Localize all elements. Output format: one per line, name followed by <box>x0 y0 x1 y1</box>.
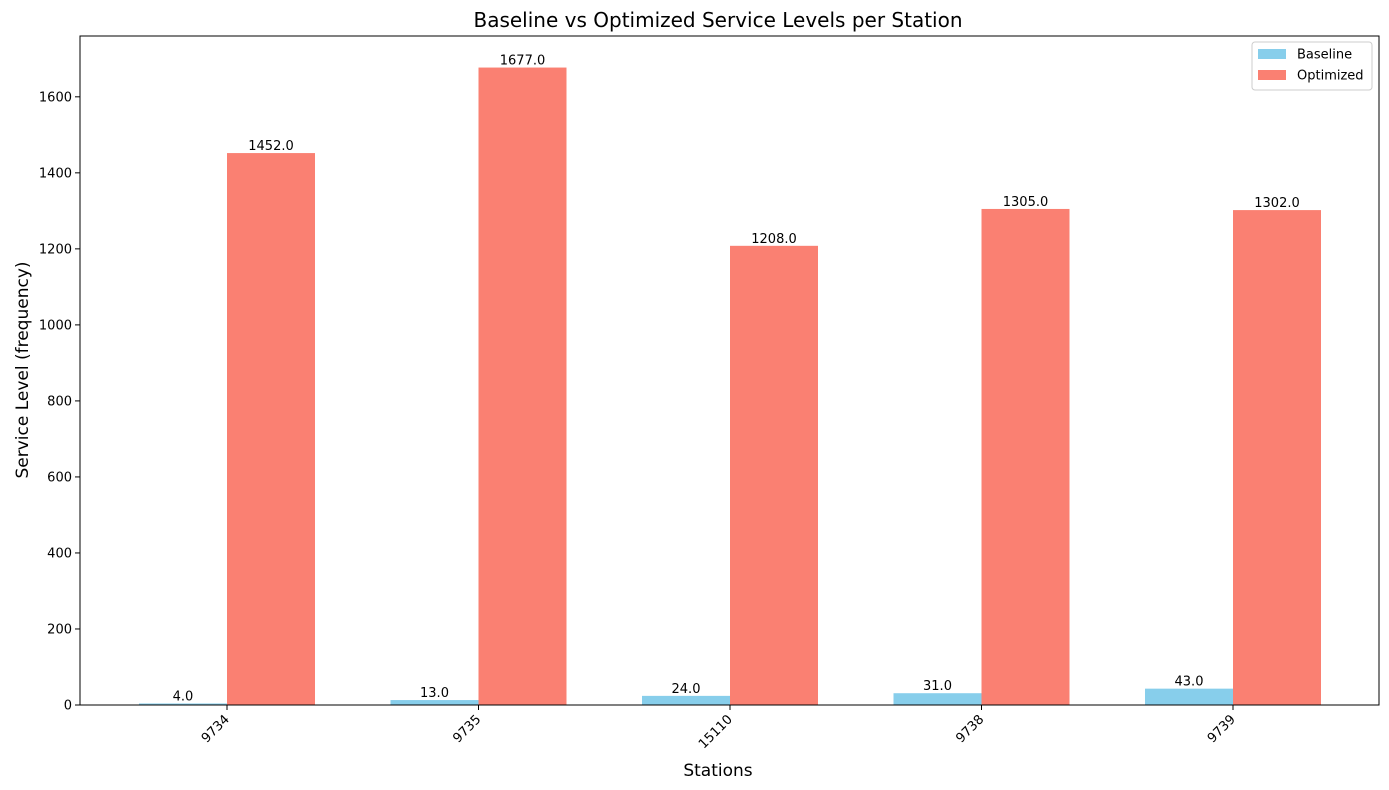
plot-frame <box>79 35 1380 706</box>
bar-optimized-9735 <box>478 67 567 705</box>
x-tick-label: 9734 <box>199 712 233 746</box>
bar-optimized-15110 <box>730 245 818 705</box>
data-label: 1302.0 <box>1254 196 1300 211</box>
data-label: 1452.0 <box>248 139 294 154</box>
y-tick-label: 1200 <box>39 242 72 257</box>
data-label: 43.0 <box>1175 675 1204 690</box>
data-label: 1208.0 <box>751 232 797 247</box>
data-label: 1305.0 <box>1003 195 1049 210</box>
y-axis: 0 200 400 600 800 1000 1200 1400 1600 <box>39 90 80 714</box>
x-tick-label: 9738 <box>953 712 987 746</box>
y-tick-label: 200 <box>47 622 72 637</box>
bar-baseline-9735 <box>390 700 479 705</box>
data-label: 1677.0 <box>500 54 546 69</box>
bar-baseline-9739 <box>1145 688 1233 705</box>
y-axis-label: Service Level (frequency) <box>13 261 33 478</box>
bars <box>139 67 1321 705</box>
data-label: 31.0 <box>923 679 952 694</box>
x-tick-label: 9735 <box>450 712 484 746</box>
chart-title: Baseline vs Optimized Service Levels per… <box>473 8 962 32</box>
legend-swatch <box>1258 70 1286 80</box>
data-label: 4.0 <box>173 689 194 704</box>
bar-optimized-9739 <box>1233 210 1321 705</box>
y-tick-label: 1400 <box>39 166 72 181</box>
y-tick-label: 1600 <box>39 90 72 105</box>
legend: Baseline Optimized <box>1251 41 1373 91</box>
y-tick-label: 400 <box>47 546 72 561</box>
x-tick-label: 15110 <box>696 712 736 752</box>
legend-label: Baseline <box>1297 48 1352 63</box>
y-tick-label: 0 <box>64 699 72 714</box>
x-axis-label: Stations <box>683 761 752 781</box>
bar-baseline-9734 <box>139 703 227 705</box>
x-tick-label: 9739 <box>1205 712 1239 746</box>
bar-labels: 4.0 1452.0 13.0 1677.0 24.0 1208.0 31.0 1305.0 4… <box>173 54 1300 705</box>
y-tick-label: 800 <box>47 394 72 409</box>
bar-baseline-9738 <box>893 693 982 705</box>
data-label: 24.0 <box>672 682 701 697</box>
bar-optimized-9734 <box>227 153 315 705</box>
y-tick-label: 600 <box>47 470 72 485</box>
legend-swatch <box>1258 49 1286 59</box>
data-label: 13.0 <box>420 686 449 701</box>
y-tick-label: 1000 <box>39 318 72 333</box>
bar-optimized-9738 <box>981 208 1070 705</box>
legend-label: Optimized <box>1297 69 1364 84</box>
x-axis: 9734 9735 15110 9738 9739 <box>199 705 1239 752</box>
bar-baseline-15110 <box>642 695 730 705</box>
